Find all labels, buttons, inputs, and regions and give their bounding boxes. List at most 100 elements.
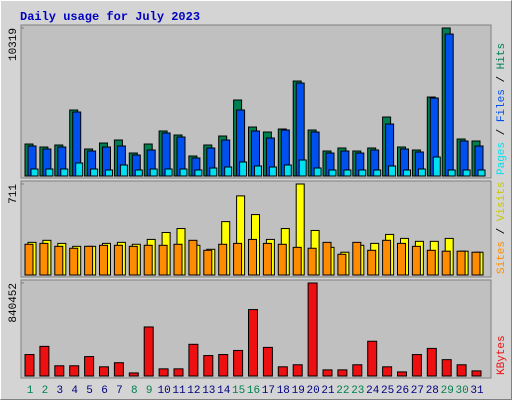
bar xyxy=(84,245,94,276)
bar xyxy=(203,249,213,276)
x-tick-label: 17 xyxy=(262,385,275,397)
y-tick-label: 711 xyxy=(8,184,20,204)
bar xyxy=(277,366,288,377)
bar xyxy=(209,167,218,177)
x-tick-label: 21 xyxy=(321,385,335,397)
bar xyxy=(283,164,292,177)
bar xyxy=(54,365,65,377)
x-tick-label: 30 xyxy=(455,385,468,397)
x-tick-label: 2 xyxy=(42,385,49,397)
x-tick-label: 26 xyxy=(396,385,409,397)
bar xyxy=(113,244,123,276)
bar xyxy=(403,169,411,177)
bar xyxy=(218,354,229,377)
bar xyxy=(337,369,348,377)
bar xyxy=(277,243,287,276)
bar xyxy=(477,169,486,177)
legend-entry: Files xyxy=(496,89,508,122)
bar xyxy=(322,369,333,377)
bar xyxy=(352,241,362,276)
bar xyxy=(298,159,307,177)
y-tick-label: 10319 xyxy=(8,28,20,61)
x-tick-label: 19 xyxy=(292,385,305,397)
bar xyxy=(388,165,397,177)
bar xyxy=(441,250,451,276)
x-tick-label: 24 xyxy=(366,385,380,397)
bar xyxy=(254,165,262,177)
bar xyxy=(143,244,153,276)
bar xyxy=(24,354,35,377)
bar xyxy=(417,168,426,177)
x-tick-label: 12 xyxy=(187,385,200,397)
bar xyxy=(426,347,437,377)
x-tick-label: 8 xyxy=(131,385,138,397)
bar xyxy=(447,169,456,177)
chart-title: Daily usage for July 2023 xyxy=(20,10,200,24)
x-tick-label: 31 xyxy=(470,385,484,397)
bar xyxy=(444,33,454,177)
bar xyxy=(75,162,84,177)
bar xyxy=(39,242,49,276)
bar xyxy=(173,243,183,276)
x-tick-label: 27 xyxy=(411,385,424,397)
bar xyxy=(358,169,367,177)
bar xyxy=(119,164,128,177)
bar xyxy=(188,239,198,276)
bar xyxy=(233,349,244,377)
x-tick-label: 29 xyxy=(441,385,454,397)
bar xyxy=(352,364,363,377)
x-tick-label: 3 xyxy=(56,385,63,397)
bar xyxy=(194,169,203,177)
bar xyxy=(158,244,168,276)
bar xyxy=(218,243,228,276)
bar xyxy=(134,169,143,177)
x-tick-label: 20 xyxy=(306,385,319,397)
bar xyxy=(164,168,173,177)
bar xyxy=(90,168,99,177)
x-tick-label: 7 xyxy=(116,385,123,397)
bar xyxy=(173,368,184,377)
bar xyxy=(84,356,95,377)
x-tick-label: 4 xyxy=(71,385,78,397)
legend: Pages / Files / Hits xyxy=(496,43,508,175)
x-tick-label: 6 xyxy=(101,385,108,397)
bar xyxy=(233,242,243,276)
bar xyxy=(24,243,34,276)
legend-separator: / xyxy=(496,69,508,89)
x-tick-label: 5 xyxy=(86,385,93,397)
x-tick-label: 22 xyxy=(336,385,349,397)
x-tick-label: 10 xyxy=(157,385,170,397)
bar xyxy=(158,368,169,377)
bar xyxy=(373,169,382,177)
bar xyxy=(188,343,199,377)
bar xyxy=(248,238,257,276)
bar xyxy=(143,326,154,377)
bar xyxy=(307,282,318,377)
bar xyxy=(426,249,436,276)
bar xyxy=(54,245,64,276)
bar xyxy=(432,156,441,177)
x-tick-label: 11 xyxy=(172,385,186,397)
bar xyxy=(248,309,258,377)
bar xyxy=(99,366,109,377)
legend-entry: Hits xyxy=(496,43,508,69)
bar xyxy=(30,168,39,177)
bar xyxy=(149,168,158,177)
bar xyxy=(441,359,452,377)
bar xyxy=(39,345,50,377)
bar xyxy=(262,346,273,377)
bar xyxy=(411,354,422,377)
bar xyxy=(411,245,421,276)
bar xyxy=(322,241,332,276)
legend: Sites / Visits xyxy=(496,182,508,274)
x-tick-label: 25 xyxy=(381,385,394,397)
bar xyxy=(292,246,302,276)
bar xyxy=(382,366,393,377)
legend-separator: / xyxy=(496,122,508,142)
bar xyxy=(45,168,54,177)
legend-separator: / xyxy=(496,221,508,241)
bar xyxy=(113,362,124,377)
bar xyxy=(239,161,248,177)
bar xyxy=(328,169,337,177)
